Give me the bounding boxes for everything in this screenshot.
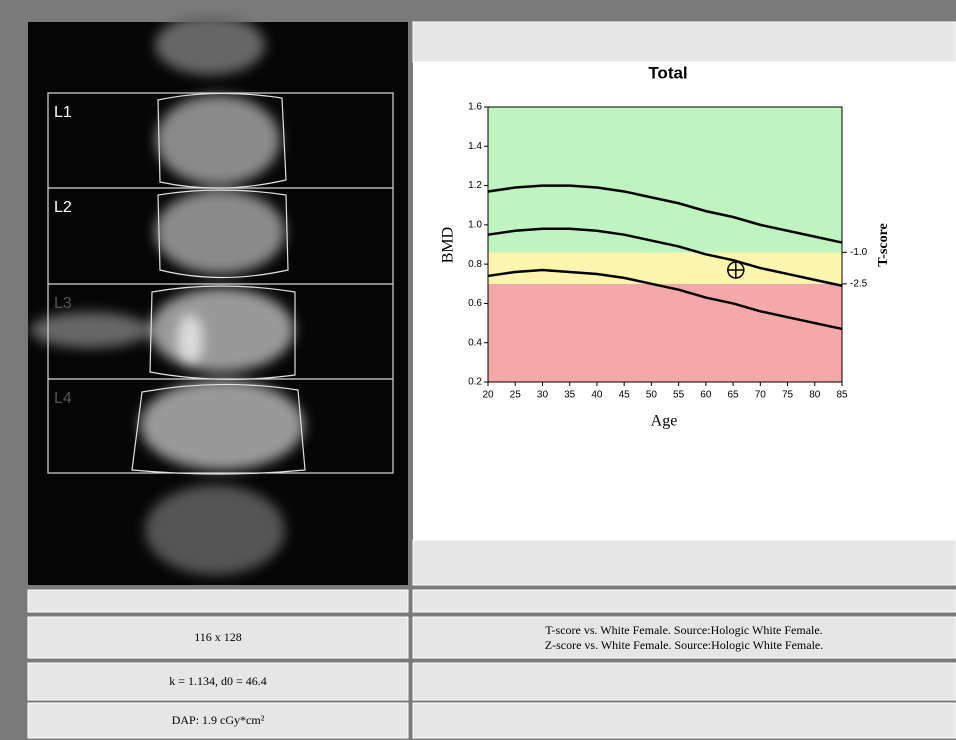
y-tick-label: 1.4 bbox=[468, 141, 482, 152]
y2-tick-label: -1.0 bbox=[850, 247, 868, 258]
x-tick-label: 25 bbox=[510, 390, 522, 401]
x-tick-label: 20 bbox=[482, 390, 494, 401]
x-tick-label: 60 bbox=[700, 390, 712, 401]
risk-band bbox=[488, 252, 842, 284]
k-d0: k = 1.134, d0 = 46.4 bbox=[169, 674, 267, 688]
matrix-size: 116 x 128 bbox=[194, 630, 242, 644]
risk-band bbox=[488, 284, 842, 382]
chart-title: Total bbox=[648, 63, 687, 82]
x-tick-label: 65 bbox=[728, 390, 740, 401]
x-tick-label: 75 bbox=[782, 390, 794, 401]
dap: DAP: 1.9 cGy*cm² bbox=[172, 713, 265, 727]
x-tick-label: 50 bbox=[646, 390, 658, 401]
panel-header bbox=[413, 22, 956, 62]
cell bbox=[413, 663, 956, 700]
y-tick-label: 1.6 bbox=[468, 102, 482, 113]
report: 116 x 128 T-score vs. White Female. Sour… bbox=[0, 0, 956, 740]
y-axis-label: BMD bbox=[440, 227, 457, 263]
z-score-reference: Z-score vs. White Female. Source:Hologic… bbox=[545, 638, 823, 652]
roi-label: L3 bbox=[54, 295, 72, 312]
y-tick-label: 0.4 bbox=[468, 337, 482, 348]
x-tick-label: 40 bbox=[591, 390, 603, 401]
y2-tick-label: -2.5 bbox=[850, 279, 868, 290]
roi-label: L2 bbox=[54, 199, 72, 216]
cell bbox=[28, 590, 408, 612]
roi-label: L1 bbox=[54, 104, 72, 121]
x-tick-label: 55 bbox=[673, 390, 685, 401]
page: 116 x 128 T-score vs. White Female. Sour… bbox=[0, 0, 956, 740]
roi-label: L4 bbox=[54, 390, 72, 407]
x-tick-label: 85 bbox=[836, 390, 848, 401]
t-score-reference: T-score vs. White Female. Source:Hologic… bbox=[545, 623, 822, 637]
patient-point bbox=[728, 262, 744, 278]
y-tick-label: 0.2 bbox=[468, 377, 482, 388]
panel-footer bbox=[413, 540, 956, 585]
x-tick-label: 70 bbox=[755, 390, 767, 401]
y-tick-label: 1.2 bbox=[468, 180, 482, 191]
cell bbox=[413, 703, 956, 738]
y-tick-label: 0.8 bbox=[468, 259, 482, 270]
x-tick-label: 45 bbox=[619, 390, 631, 401]
x-tick-label: 30 bbox=[537, 390, 549, 401]
x-tick-label: 35 bbox=[564, 390, 576, 401]
x-axis-label: Age bbox=[651, 413, 678, 430]
cell bbox=[413, 590, 956, 612]
y-tick-label: 1.0 bbox=[468, 219, 482, 230]
y2-axis-label: T-score bbox=[876, 223, 891, 267]
x-tick-label: 80 bbox=[809, 390, 821, 401]
y-tick-label: 0.6 bbox=[468, 298, 482, 309]
